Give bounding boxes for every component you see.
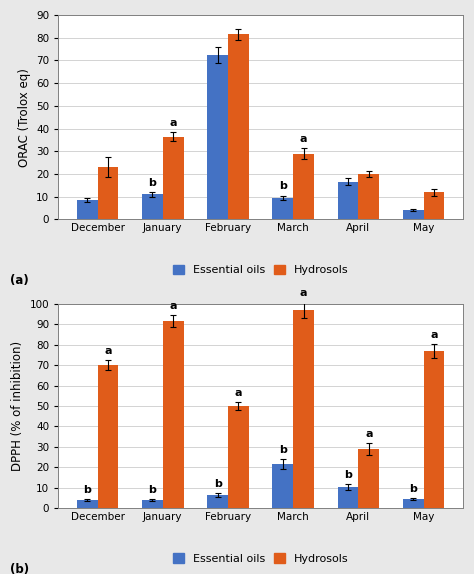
Text: a: a [430, 329, 438, 340]
Bar [142, 500, 163, 508]
Text: a: a [170, 118, 177, 128]
Text: b: b [148, 178, 156, 188]
Bar [77, 500, 98, 508]
Text: b: b [279, 181, 287, 191]
Bar [293, 310, 314, 508]
Text: b: b [83, 485, 91, 495]
Bar [77, 200, 98, 219]
Bar [207, 55, 228, 219]
Bar [273, 198, 293, 219]
Bar [424, 351, 445, 508]
Bar [98, 365, 118, 508]
Y-axis label: DPPH (% of inhibition): DPPH (% of inhibition) [11, 341, 24, 471]
Bar [228, 34, 249, 219]
Text: (b): (b) [10, 563, 29, 574]
Text: a: a [300, 288, 308, 298]
Bar [163, 321, 183, 508]
Text: a: a [300, 134, 308, 144]
Text: b: b [279, 445, 287, 455]
Text: b: b [409, 484, 417, 494]
Bar [293, 153, 314, 219]
Bar [207, 495, 228, 508]
Bar [273, 464, 293, 508]
Bar [142, 195, 163, 219]
Bar [403, 210, 424, 219]
Text: a: a [104, 346, 112, 356]
Bar [358, 449, 379, 508]
Legend: Essential oils, Hydrosols: Essential oils, Hydrosols [173, 265, 348, 275]
Text: a: a [365, 429, 373, 439]
Text: a: a [235, 388, 242, 398]
Bar [98, 167, 118, 219]
Text: (a): (a) [10, 274, 28, 288]
Bar [424, 192, 445, 219]
Bar [337, 487, 358, 508]
Bar [228, 406, 249, 508]
Text: b: b [344, 470, 352, 480]
Text: b: b [148, 485, 156, 495]
Bar [358, 174, 379, 219]
Legend: Essential oils, Hydrosols: Essential oils, Hydrosols [173, 553, 348, 564]
Bar [163, 137, 183, 219]
Bar [403, 499, 424, 508]
Text: a: a [170, 301, 177, 311]
Y-axis label: ORAC (Trolox eq): ORAC (Trolox eq) [18, 68, 31, 166]
Bar [337, 182, 358, 219]
Text: b: b [214, 479, 221, 489]
